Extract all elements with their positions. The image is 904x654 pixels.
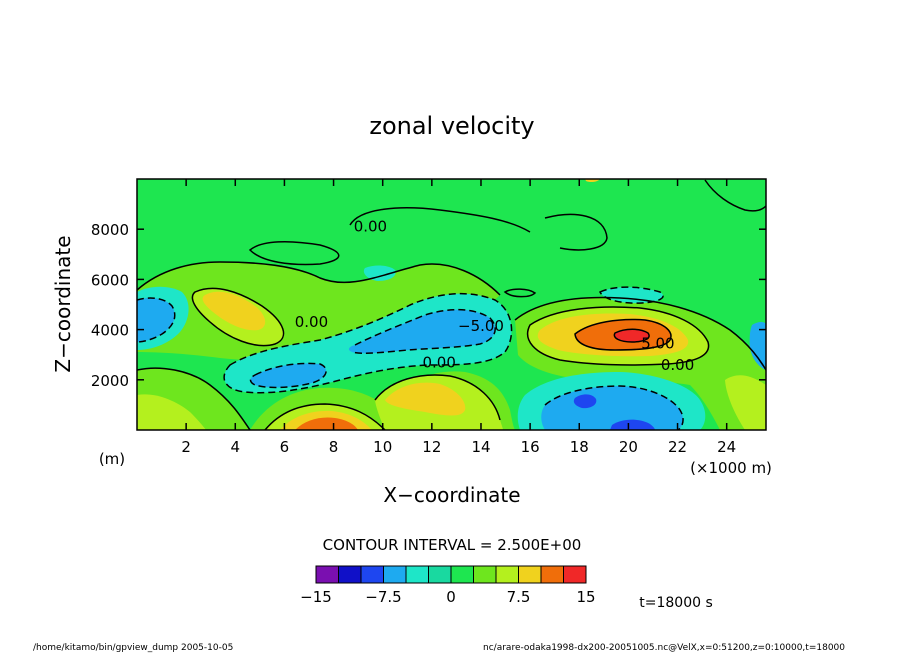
colorbar-swatch	[405, 565, 429, 584]
region-pos-7-center	[385, 382, 466, 416]
colorbar-swatch	[450, 565, 474, 584]
y-tick-label: 4000	[91, 322, 129, 340]
colorbar-tick-label: −15	[300, 588, 332, 606]
y-axis: 2000 4000 6000 8000	[91, 221, 766, 390]
region-neg-top-small	[363, 265, 396, 281]
contour-label: −5.00	[458, 317, 504, 335]
x-axis-label: X−coordinate	[383, 483, 520, 507]
colorbar-swatch	[338, 565, 362, 584]
region-pos-5-far-right	[725, 375, 766, 430]
colorbar-tick-label: 15	[576, 588, 595, 606]
x-tick-label: 22	[668, 438, 687, 456]
colorbar-tick-label: 0	[446, 588, 456, 606]
y-axis-label: Z−coordinate	[51, 235, 75, 372]
x-tick-label: 2	[181, 438, 191, 456]
colorbar-swatch	[518, 565, 542, 584]
y-unit-label: (m)	[99, 450, 125, 468]
x-tick-label: 24	[717, 438, 736, 456]
x-tick-label: 4	[231, 438, 241, 456]
region-pos-5-left-low	[137, 394, 206, 430]
region-neg-far-right	[749, 321, 766, 370]
contour-interval-label: CONTOUR INTERVAL = 2.500E+00	[323, 536, 582, 554]
region-pos-12-right	[614, 329, 650, 342]
colorbar-swatch	[383, 565, 407, 584]
x-tick-label: 6	[280, 438, 290, 456]
colorbar-swatch	[495, 565, 519, 584]
colorbar: −15 −7.5 0 7.5 15	[300, 565, 596, 606]
contour-label: 0.00	[661, 356, 694, 374]
x-tick-label: 16	[521, 438, 540, 456]
x-tick-label: 18	[570, 438, 589, 456]
colorbar-tick-label: −7.5	[365, 588, 401, 606]
colorbar-swatch	[428, 565, 452, 584]
plot-frame	[136, 178, 767, 431]
footer-right: nc/arare-odaka1998-dx200-20051005.nc@Vel…	[483, 643, 845, 653]
colorbar-swatch	[473, 565, 497, 584]
colorbar-swatch	[540, 565, 564, 584]
footer-left: /home/kitamo/bin/gpview_dump 2005-10-05	[33, 643, 233, 653]
x-tick-label: 14	[471, 438, 490, 456]
contour-lines-negative	[137, 286, 684, 430]
x-tick-label: 20	[619, 438, 638, 456]
region-neg-bottom-right-7	[573, 394, 597, 409]
chart-title: zonal velocity	[369, 112, 534, 140]
contour-label: 0.00	[354, 218, 387, 236]
region-pos-10-bottom	[295, 417, 358, 430]
x-tick-label: 12	[422, 438, 441, 456]
x-tick-label: 8	[329, 438, 339, 456]
region-pos-7-upper-left	[202, 291, 266, 331]
region-neg-top-edge	[585, 179, 600, 183]
region-neg-bottom-right-8	[610, 419, 655, 430]
x-axis: 2 4 6 8 10 12 14 16 18 20 22 24	[181, 179, 736, 456]
contour-label: 5.00	[641, 334, 674, 352]
y-tick-label: 2000	[91, 372, 129, 390]
colorbar-swatch	[360, 565, 384, 584]
contour-labels: 0.000.00 −5.000.005.000.00	[295, 218, 695, 374]
colorbar-swatch	[315, 565, 339, 584]
colorbar-swatch	[563, 565, 587, 584]
y-tick-label: 8000	[91, 221, 129, 239]
x-unit-label: (×1000 m)	[690, 459, 772, 477]
time-label: t=18000 s	[639, 595, 713, 611]
x-tick-label: 10	[373, 438, 392, 456]
plot-area: 0.000.00 −5.000.005.000.00	[137, 179, 766, 430]
region-neg-top-right-small	[600, 287, 664, 304]
contour-label: 0.00	[295, 313, 328, 331]
y-tick-label: 6000	[91, 271, 129, 289]
contour-lines	[137, 179, 766, 430]
region-pos-upper-left	[137, 262, 500, 361]
region-neg-central-inner-2	[348, 309, 496, 354]
contour-label: 0.00	[423, 353, 456, 371]
colorbar-tick-label: 7.5	[507, 588, 531, 606]
